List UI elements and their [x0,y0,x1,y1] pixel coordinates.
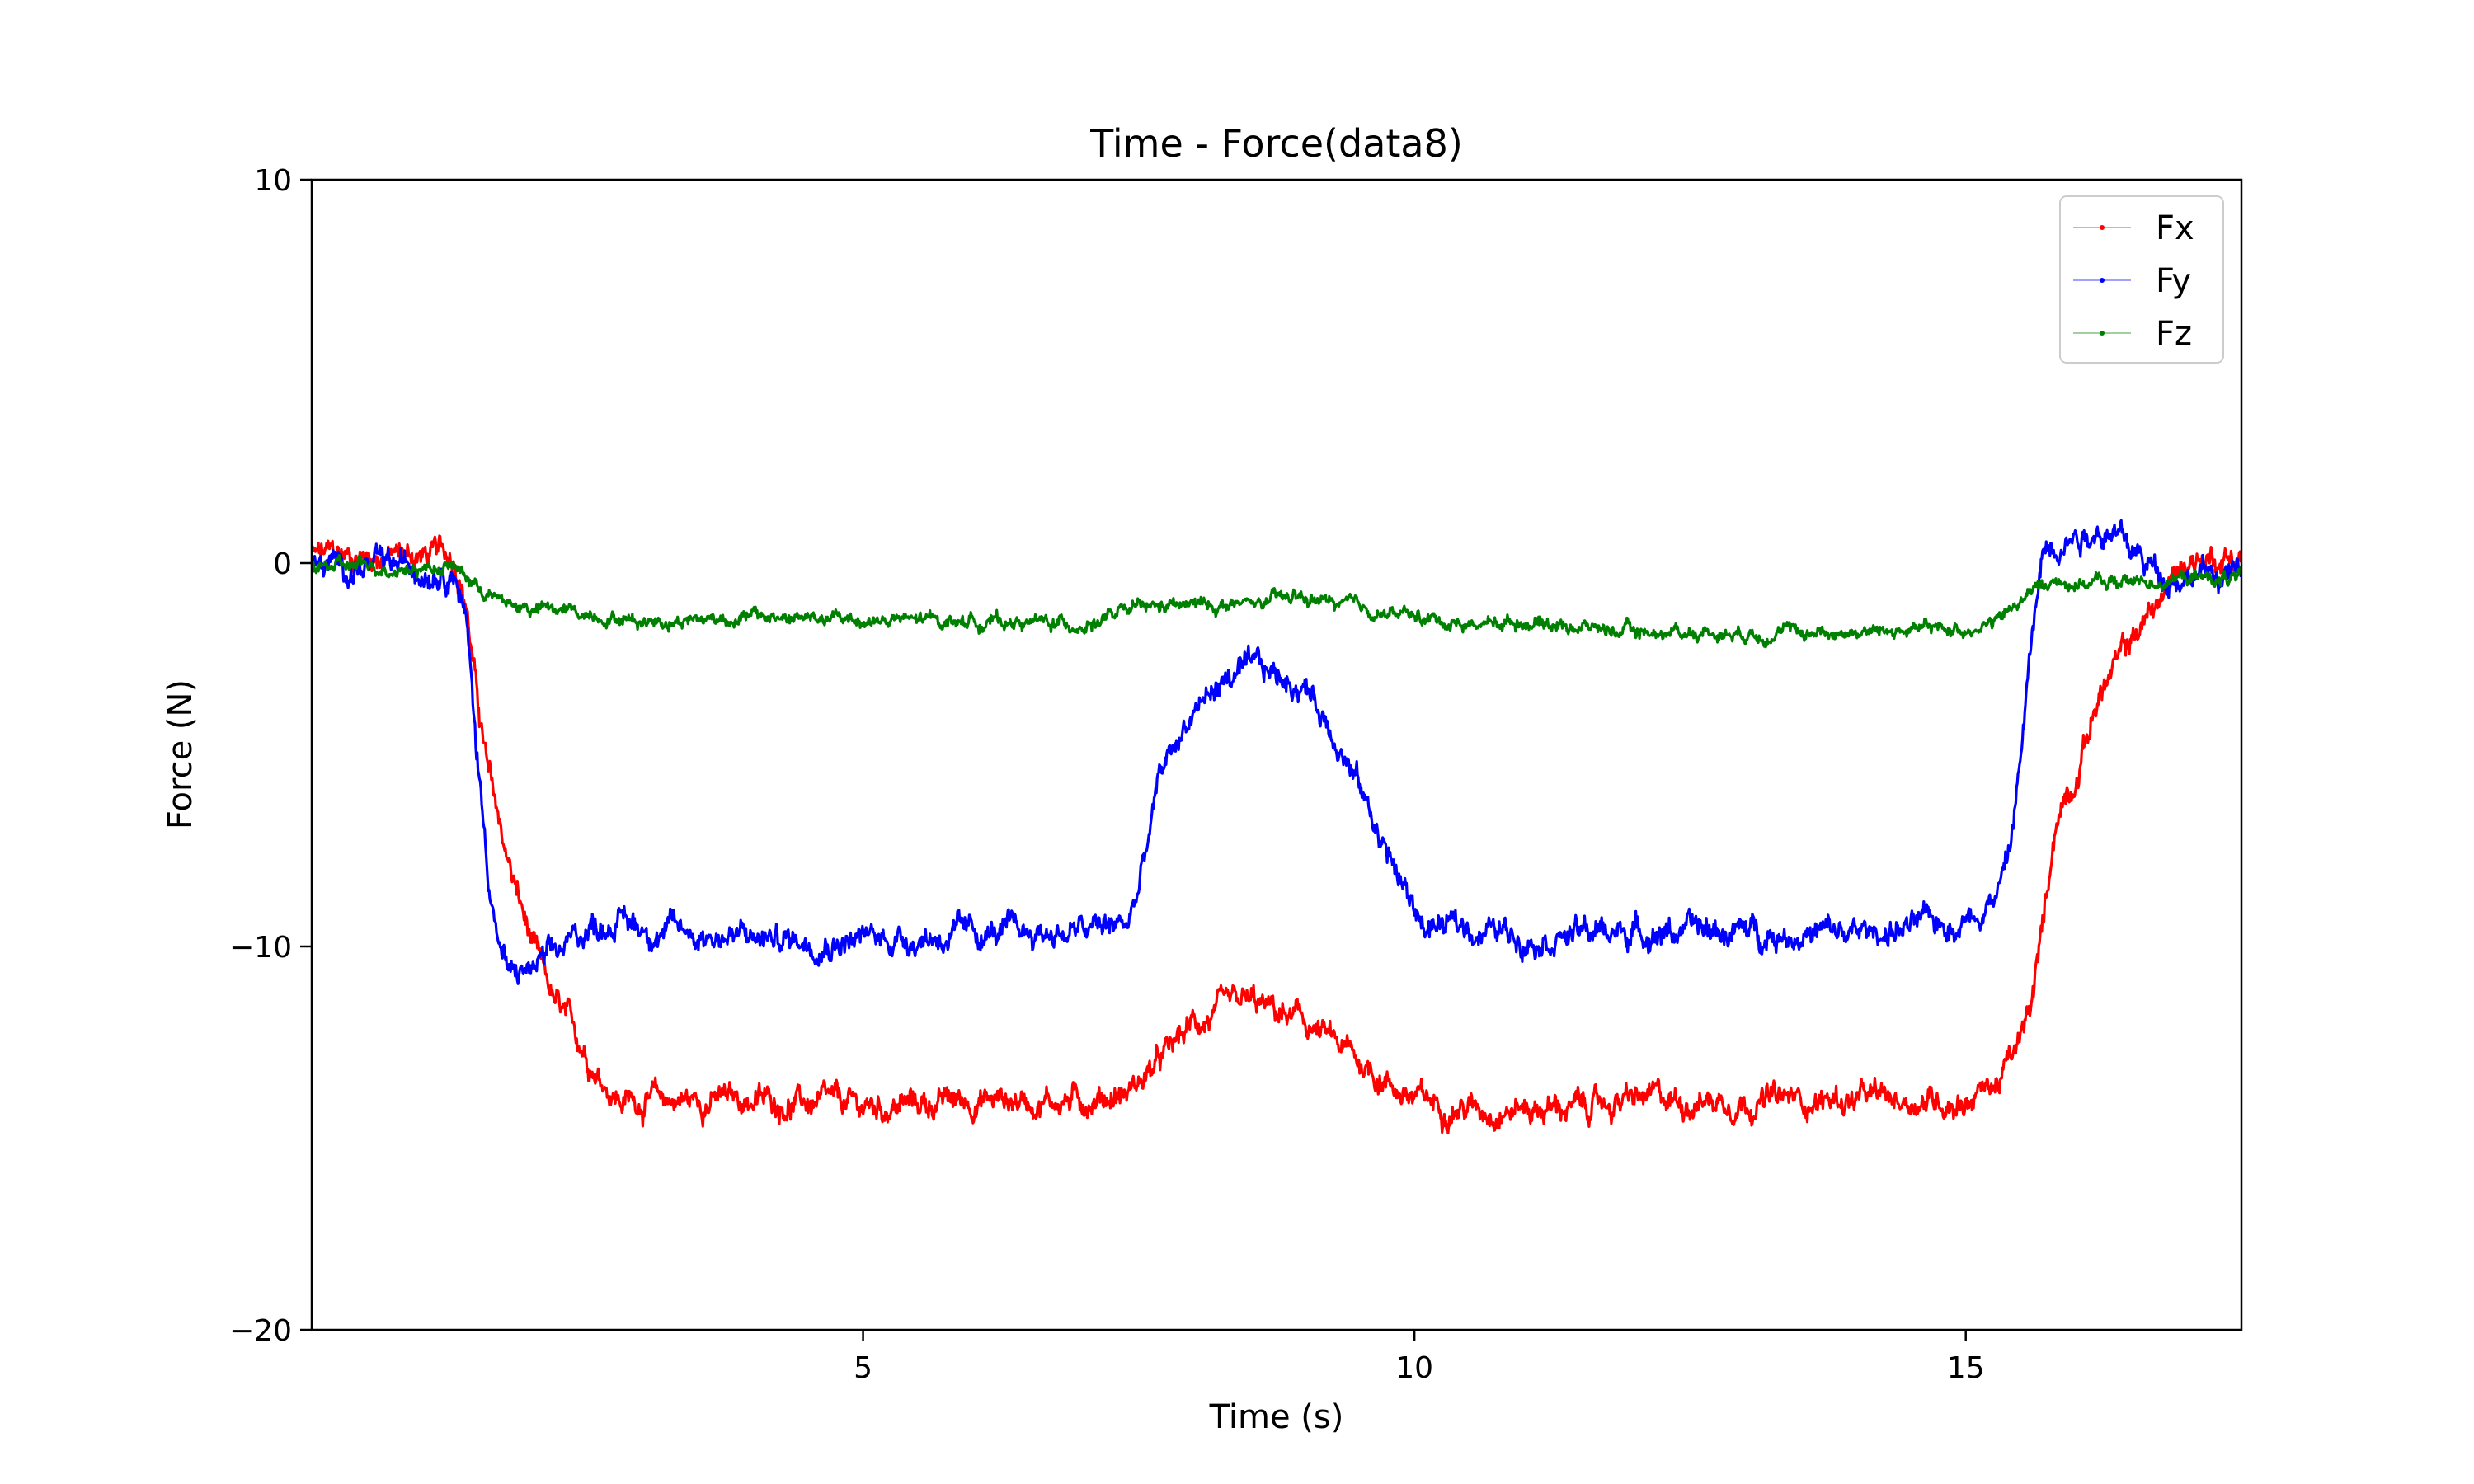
x-axis-label: Time (s) [1209,1398,1344,1436]
x-tick-label: 5 [854,1351,872,1385]
legend-marker-fx [2100,225,2105,230]
legend-label-fy: Fy [2156,262,2191,300]
legend-marker-fz [2100,331,2105,336]
series-line-fx [312,534,2241,1135]
y-tick-label: −10 [229,931,292,965]
y-tick-label: 10 [254,164,292,198]
series-layer [312,519,2241,1135]
y-axis-label: Force (N) [162,679,200,829]
y-tick-label: −20 [229,1314,292,1348]
plot-frame [310,178,2243,1331]
series-line-fy [312,519,2241,985]
legend-label-fx: Fx [2156,209,2194,247]
y-tick-label: 0 [273,547,292,581]
series-line-fz [312,553,2241,649]
legend[interactable]: Fx Fy Fz [2059,195,2224,364]
legend-label-fz: Fz [2156,315,2192,353]
legend-box [2059,195,2224,364]
chart-title: Time - Force(data8) [1089,121,1463,166]
y-axis: 10 0 −10 −20 [229,164,312,1348]
x-tick-label: 15 [1947,1351,1985,1385]
x-tick-label: 10 [1395,1351,1433,1385]
x-axis: 5 10 15 [854,1330,1985,1385]
legend-marker-fy [2100,278,2105,283]
